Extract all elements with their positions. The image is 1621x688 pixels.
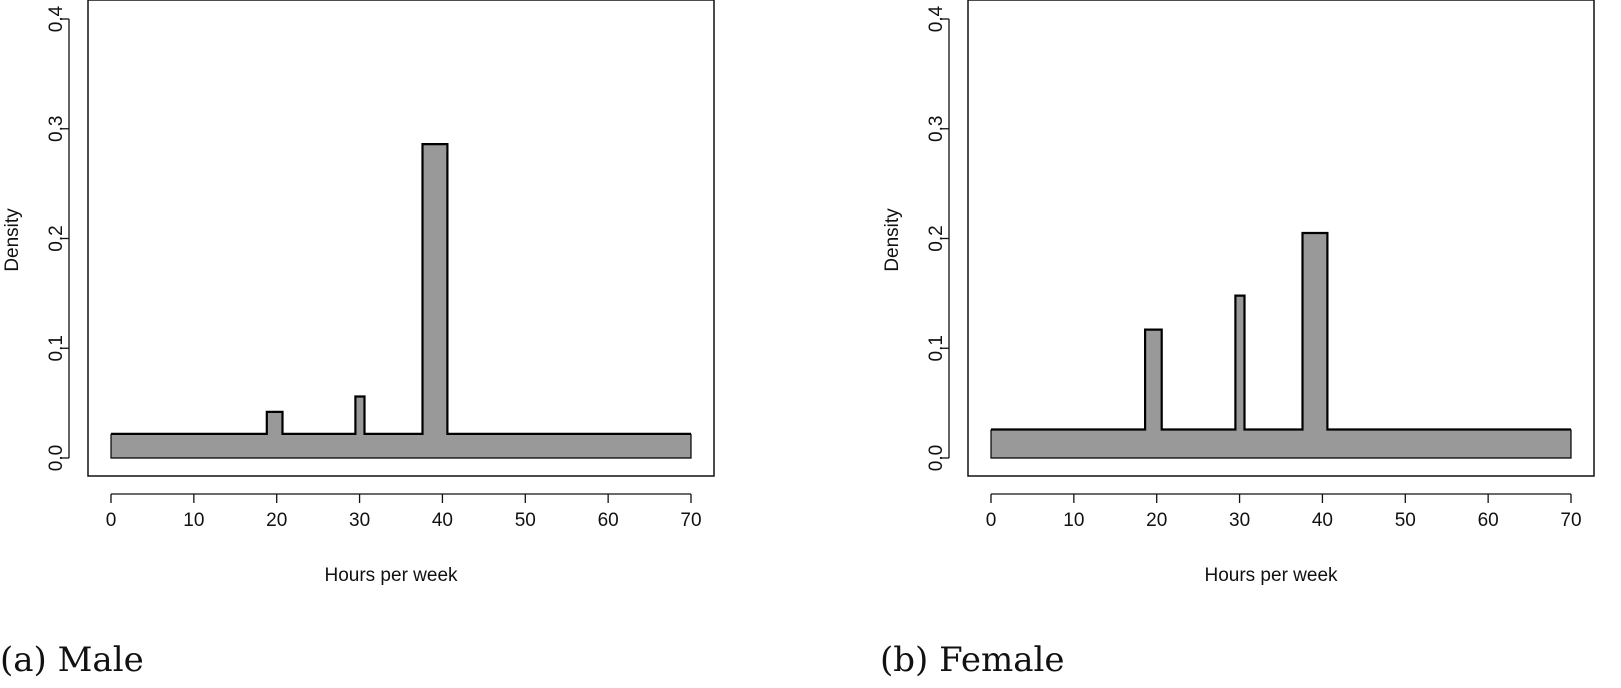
x-tick-label: 20 [266, 510, 287, 531]
density-outline [991, 231, 1571, 431]
y-axis-title: Density [2, 208, 23, 272]
density-base-outline [110, 433, 692, 459]
x-tick-label: 70 [680, 510, 701, 531]
y-axis-title: Density [882, 208, 903, 272]
density-fill [991, 233, 1571, 458]
chart-panel-male: 0 10 20 30 40 50 60 70 0.0 0.1 0.2 0.3 0.4 Hours per … [0, 0, 800, 688]
density-plot-female: 0 10 20 30 40 50 60 70 0.0 0.1 0.2 0.3 0.4 Hours per … [882, 0, 1595, 586]
x-tick-label: 50 [515, 510, 536, 531]
x-tick-label: 40 [432, 510, 453, 531]
y-tick-label: 0.2 [46, 225, 67, 251]
y-tick-label: 0.4 [926, 5, 947, 32]
x-tick-label: 10 [183, 510, 204, 531]
density-base-outline [990, 429, 1572, 459]
density-outline [111, 143, 691, 435]
y-tick-label: 0.4 [46, 5, 67, 32]
chart-panel-female: 0 10 20 30 40 50 60 70 0.0 0.1 0.2 0.3 0.4 Hours per … [880, 0, 1621, 688]
y-tick-label: 0.2 [926, 225, 947, 251]
plot-frame [87, 0, 715, 477]
y-tick-label: 0.1 [926, 335, 947, 361]
x-tick-label: 10 [1063, 510, 1084, 531]
x-tick-label: 0 [986, 510, 997, 531]
y-tick-label: 0.0 [926, 445, 947, 471]
x-axis-title: Hours per week [1204, 565, 1338, 586]
y-tick-label: 0.3 [926, 116, 947, 142]
x-axis-title: Hours per week [324, 565, 458, 586]
x-tick-label: 60 [1478, 510, 1499, 531]
x-tick-label: 40 [1312, 510, 1333, 531]
plot-frame [967, 0, 1595, 477]
y-tick-label: 0.1 [46, 335, 67, 361]
y-tick-label: 0.3 [46, 116, 67, 142]
caption-male: (a) Male [0, 640, 144, 680]
density-fill [111, 144, 691, 458]
x-tick-label: 60 [598, 510, 619, 531]
x-tick-label: 50 [1395, 510, 1416, 531]
x-tick-label: 70 [1560, 510, 1581, 531]
x-tick-label: 20 [1146, 510, 1167, 531]
x-tick-label: 0 [106, 510, 117, 531]
density-plot-male: 0 10 20 30 40 50 60 70 0.0 0.1 0.2 0.3 0.4 Hours per … [2, 0, 715, 586]
y-tick-label: 0.0 [46, 445, 67, 471]
x-tick-label: 30 [349, 510, 370, 531]
caption-female: (b) Female [880, 640, 1065, 680]
x-tick-label: 30 [1229, 510, 1250, 531]
